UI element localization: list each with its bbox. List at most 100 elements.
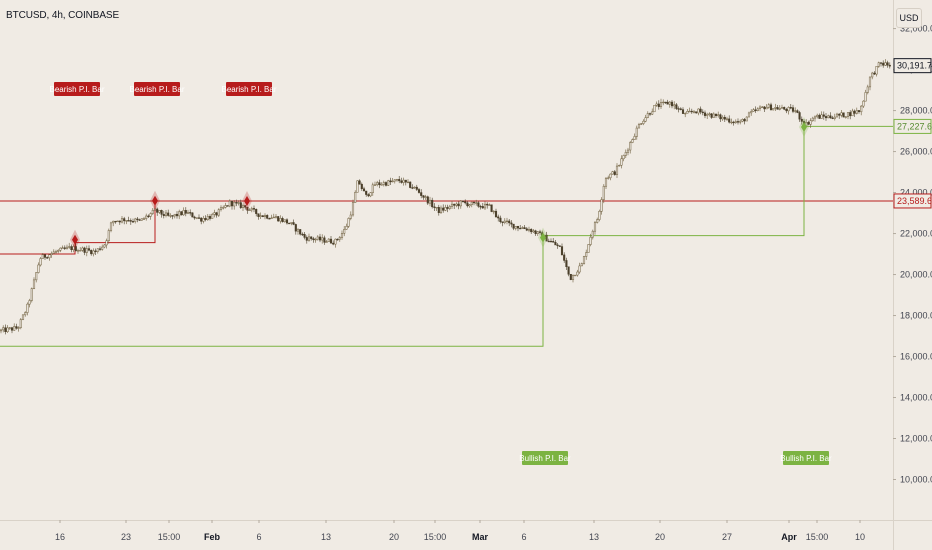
candle-body (323, 237, 326, 243)
candle-body (769, 104, 773, 111)
x-tick-label: 15:00 (158, 532, 181, 542)
candle-body (233, 202, 236, 207)
candle-body (778, 108, 781, 110)
candle-body (712, 113, 715, 118)
candle-body (582, 256, 586, 264)
candle-body (343, 229, 346, 234)
candle-body (413, 186, 416, 189)
candle-body (138, 219, 141, 221)
candle-body (211, 214, 214, 219)
candle-body (719, 114, 722, 120)
candle-body (169, 215, 172, 217)
candle-body (811, 117, 814, 121)
candle-body (329, 238, 333, 244)
candle-body (246, 206, 249, 211)
candle-body (651, 111, 654, 115)
candle-body (32, 279, 36, 289)
candle-body (761, 106, 764, 108)
candle-body (888, 64, 891, 67)
candle-body (547, 240, 550, 243)
y-tick-label: 28,000.00 (900, 106, 932, 116)
candle-body (0, 329, 3, 332)
candle-body (175, 213, 179, 217)
x-tick-label: 10 (855, 532, 865, 542)
candle-body (521, 227, 524, 229)
currency-badge[interactable]: USD (896, 8, 922, 28)
candle-body (156, 208, 159, 213)
candle-body (886, 62, 889, 66)
candle-body (849, 112, 852, 117)
candle-body (204, 218, 207, 220)
y-tick-label: 20,000.00 (900, 270, 932, 280)
candle-body (360, 183, 363, 189)
candle-body (538, 231, 542, 233)
candle-body (675, 104, 678, 109)
candle-body (692, 111, 696, 113)
candle-body (642, 120, 645, 124)
candle-body (74, 246, 77, 252)
candle-body (65, 246, 69, 249)
candle-body (101, 246, 104, 250)
x-tick-label: 23 (121, 532, 131, 542)
candle-body (492, 210, 495, 213)
candle-body (373, 184, 377, 186)
candle-body (39, 258, 42, 266)
candle-body (695, 111, 698, 114)
candle-body (213, 212, 216, 215)
candle-body (750, 111, 753, 114)
x-tick-label: 13 (321, 532, 331, 542)
candle-body (745, 116, 748, 122)
candle-body (230, 200, 234, 207)
y-tick-label: 22,000.00 (900, 229, 932, 239)
candle-body (578, 265, 581, 273)
candle-body (664, 101, 667, 104)
candle-body (717, 114, 720, 117)
x-tick-label: 13 (589, 532, 599, 542)
candle-body (455, 203, 458, 206)
candle-body (354, 192, 357, 203)
candle-body (741, 119, 744, 122)
candle-body (591, 230, 594, 238)
candle-body (356, 180, 359, 193)
support-resistance-lines (0, 125, 893, 347)
candle-body (285, 219, 289, 224)
candle-body (503, 220, 506, 223)
candle-body (193, 216, 196, 219)
candle-body (30, 288, 33, 301)
candle-body (314, 238, 317, 241)
candle-body (182, 210, 185, 216)
candle-body (486, 203, 489, 206)
y-tick-label: 18,000.00 (900, 311, 932, 321)
candle-body (222, 207, 225, 209)
candle-body (149, 213, 152, 217)
candle-body (437, 207, 440, 213)
candle-body (72, 246, 75, 250)
candle-body (615, 165, 619, 175)
candle-body (28, 300, 31, 305)
x-tick-label: 20 (389, 532, 399, 542)
candle-body (706, 113, 709, 116)
signal-label-box (226, 82, 272, 96)
candle-body (780, 107, 784, 109)
candle-body (545, 234, 548, 242)
candle-body (123, 218, 126, 222)
candle-body (151, 209, 154, 214)
candle-body (226, 205, 229, 207)
candle-body (655, 103, 658, 106)
y-tick-label: 16,000.00 (900, 352, 932, 362)
x-tick-label: Feb (204, 532, 221, 542)
candle-body (10, 327, 14, 331)
y-tick-label: 32,000.00 (900, 24, 932, 34)
candle-body (846, 112, 850, 117)
candle-body (81, 247, 84, 251)
x-tick-label: Apr (781, 532, 797, 542)
candle-body (433, 206, 436, 208)
candle-body (195, 217, 198, 219)
candle-body (270, 217, 273, 219)
candle-body (512, 223, 515, 229)
candle-body (76, 250, 80, 252)
candle-body (142, 218, 146, 220)
candle-body (868, 76, 872, 88)
candle-body (259, 215, 262, 217)
